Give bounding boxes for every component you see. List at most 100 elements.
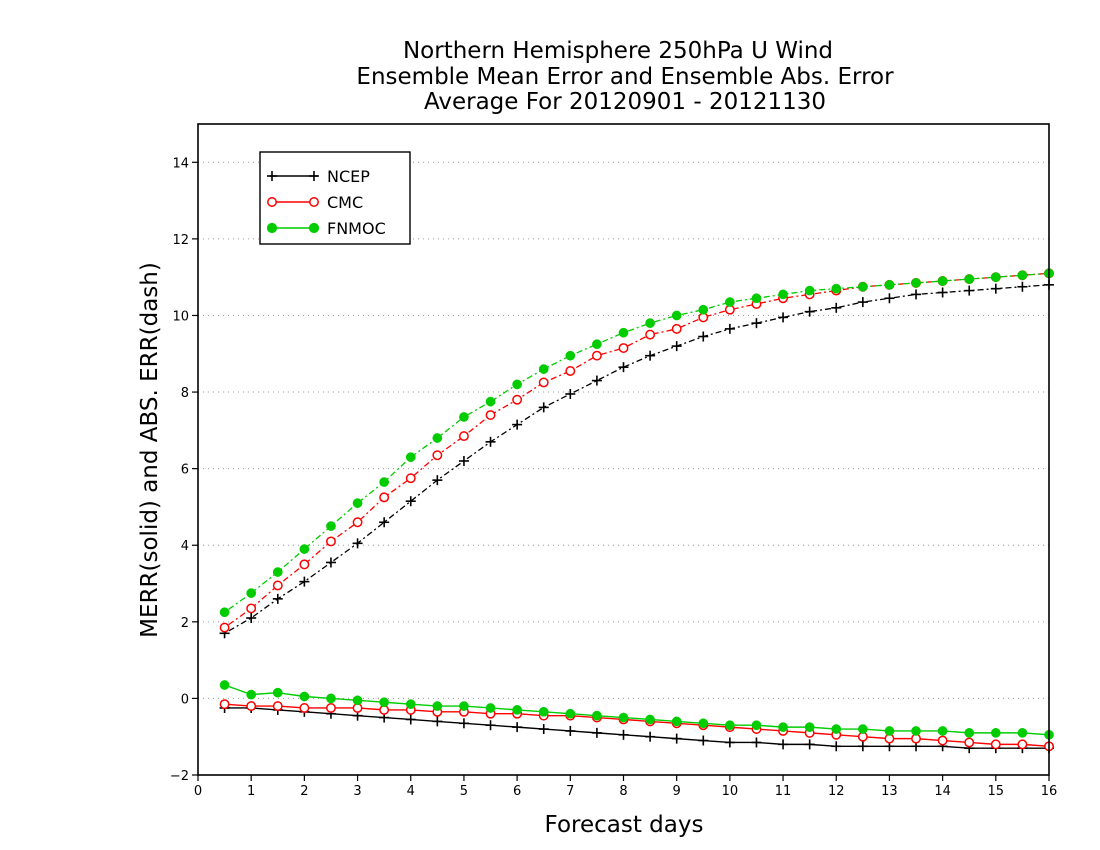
data-point-merr [246,689,257,700]
data-point-merr [538,724,549,735]
data-point-merr [831,724,842,734]
legend-marker [266,222,278,234]
data-point-abs-err [512,419,523,430]
data-point-abs-err [352,517,363,528]
data-point-abs-err [405,473,416,484]
data-point-merr [671,716,682,727]
data-point-abs-err [458,455,469,466]
x-tick-label: 13 [881,784,898,799]
data-point-merr [246,701,257,712]
y-tick-label: 0 [181,692,189,707]
data-point-merr [724,737,735,748]
data-point-abs-err [246,603,257,614]
x-tick-label: 9 [673,784,681,799]
data-point-merr [485,703,496,713]
data-point-merr [591,727,602,738]
data-point-abs-err [272,580,283,591]
data-point-abs-err [671,341,682,352]
data-point-abs-err [778,289,788,300]
data-point-abs-err [325,557,336,568]
y-tick-label: 4 [181,539,189,554]
x-tick-label: 14 [934,784,951,799]
x-tick-label: 6 [513,784,521,799]
data-point-abs-err [937,276,948,286]
data-point-merr [272,701,283,712]
data-point-merr [1017,728,1028,738]
series-ncep [219,279,1054,754]
series-line-merr-fnmoc [224,684,1050,736]
data-point-merr [405,699,416,710]
data-point-abs-err [565,350,576,361]
data-point-merr [219,680,230,690]
legend-entry-cmc: CMC [267,193,363,212]
x-tick-label: 12 [828,784,845,799]
data-point-merr [352,695,363,706]
data-point-merr [857,741,868,752]
data-point-merr [698,735,709,746]
y-tick-label: 6 [181,463,189,478]
x-axis-label: Forecast days [545,812,704,838]
legend-label: NCEP [327,167,370,186]
data-point-merr [751,720,762,731]
legend-marker [267,197,277,207]
data-point-merr [459,701,469,711]
data-point-abs-err [565,366,576,376]
data-point-abs-err [512,379,522,390]
data-point-merr [432,716,443,727]
data-point-abs-err [964,285,975,296]
data-point-abs-err [724,323,735,334]
data-point-merr [272,687,283,698]
data-point-merr [405,714,416,725]
x-tick-label: 7 [566,784,574,799]
data-point-abs-err [326,521,336,531]
data-point-merr [592,710,602,721]
data-point-abs-err [379,517,390,528]
data-point-merr [618,712,629,723]
data-point-abs-err [459,412,469,422]
data-point-merr [911,726,921,736]
chart-title-line-2: Ensemble Mean Error and Ensemble Abs. Er… [356,64,894,90]
data-point-abs-err [990,283,1001,294]
chart-title: Northern Hemisphere 250hPa U Wind Ensemb… [356,38,894,115]
data-point-abs-err [352,498,363,508]
data-point-abs-err [937,287,948,298]
data-point-abs-err [884,279,895,290]
data-point-abs-err [458,431,469,442]
data-point-merr [990,739,1001,750]
series-line-merr-cmc [224,703,1050,747]
legend-label: CMC [327,193,363,212]
data-point-abs-err [725,297,735,307]
series-layer [219,268,1054,754]
legend-marker [309,197,319,207]
data-point-abs-err [485,436,496,447]
data-point-merr [565,725,576,736]
data-point-abs-err [990,272,1001,283]
series-line-abs-err-cmc [224,272,1050,629]
data-point-abs-err [352,538,363,549]
data-point-abs-err [326,536,336,547]
data-point-abs-err [219,622,230,633]
data-point-abs-err [538,377,549,388]
data-point-merr [1017,739,1028,750]
data-point-abs-err [751,293,762,304]
data-point-abs-err [671,323,682,334]
data-point-abs-err [538,364,549,374]
data-point-abs-err [246,612,257,623]
series-fnmoc [219,268,1054,740]
data-point-abs-err [645,318,655,328]
data-point-merr [299,691,310,702]
data-point-abs-err [538,402,549,413]
data-point-merr [964,728,975,738]
legend-marker [308,222,320,234]
data-point-abs-err [299,559,310,570]
x-tick-label: 8 [619,784,627,799]
data-point-abs-err [804,306,815,317]
data-point-abs-err [299,576,310,587]
data-point-abs-err [1017,281,1028,292]
data-point-abs-err [618,327,629,338]
data-point-abs-err [485,410,496,420]
y-tick-label: 14 [172,156,189,171]
data-point-abs-err [591,350,602,361]
data-point-abs-err [432,450,443,461]
